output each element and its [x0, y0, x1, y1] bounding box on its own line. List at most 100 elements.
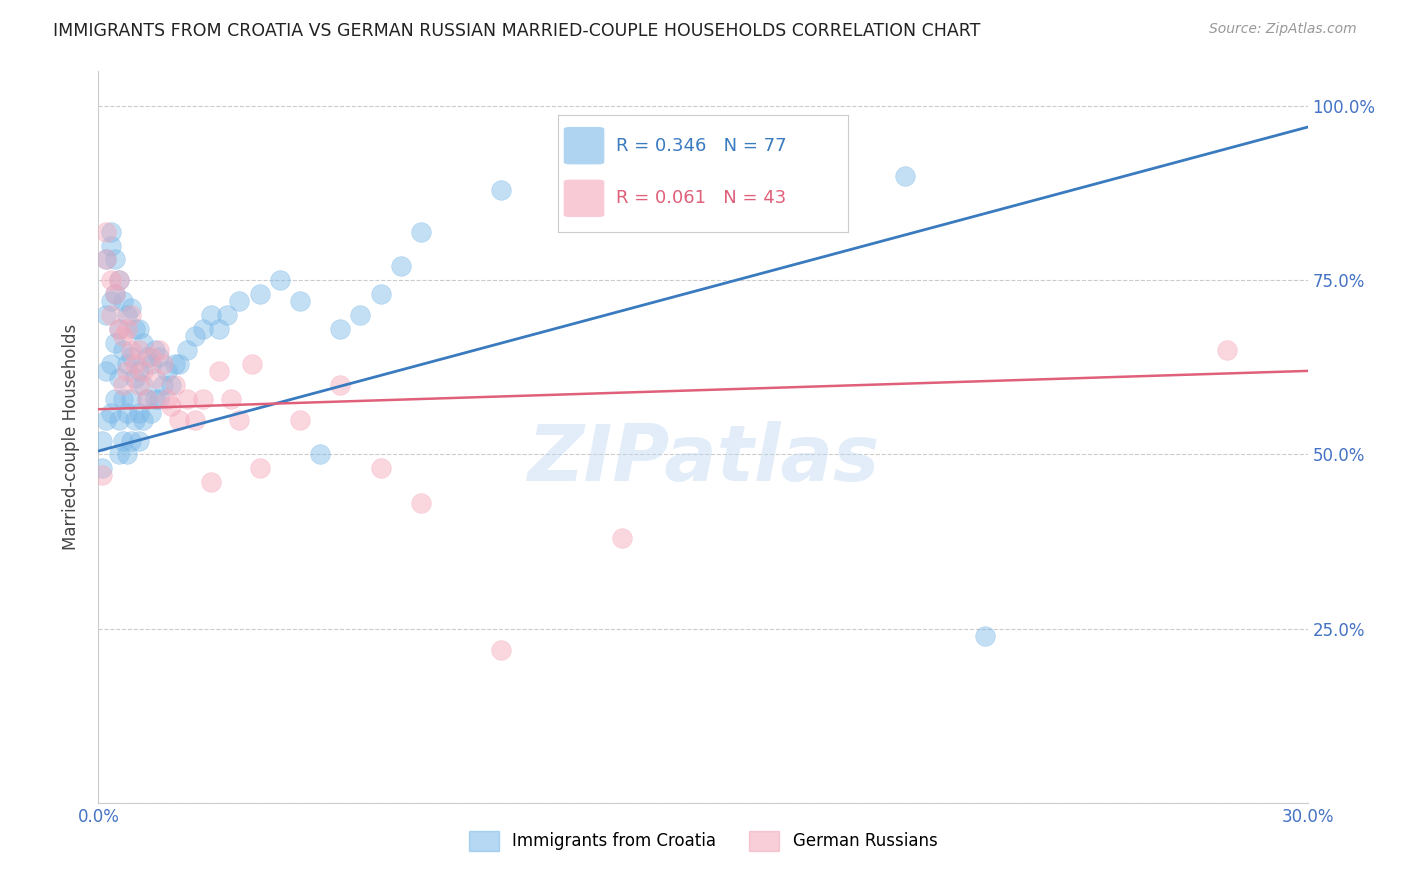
Point: [163, 357, 186, 371]
Point: [135, 392, 157, 406]
Point: [103, 392, 125, 406]
Point: [156, 364, 179, 378]
Point: [309, 448, 332, 462]
Point: [107, 412, 129, 426]
Point: [107, 322, 129, 336]
Point: [193, 392, 215, 406]
Point: [128, 406, 150, 420]
Point: [111, 294, 134, 309]
Point: [111, 377, 134, 392]
Point: [143, 371, 166, 385]
Point: [160, 377, 183, 392]
Point: [124, 371, 146, 385]
Point: [100, 294, 122, 309]
Point: [103, 252, 125, 267]
Point: [692, 183, 714, 197]
Point: [115, 308, 138, 322]
Point: [128, 434, 150, 448]
Point: [163, 377, 186, 392]
Point: [612, 531, 634, 545]
Text: IMMIGRANTS FROM CROATIA VS GERMAN RUSSIAN MARRIED-COUPLE HOUSEHOLDS CORRELATION : IMMIGRANTS FROM CROATIA VS GERMAN RUSSIA…: [53, 22, 981, 40]
Point: [107, 322, 129, 336]
Point: [176, 392, 198, 406]
Point: [107, 448, 129, 462]
Point: [132, 364, 155, 378]
Point: [107, 273, 129, 287]
Point: [132, 377, 155, 392]
Point: [184, 412, 207, 426]
Point: [91, 461, 114, 475]
Text: Source: ZipAtlas.com: Source: ZipAtlas.com: [1209, 22, 1357, 37]
Point: [269, 273, 291, 287]
Point: [132, 336, 155, 351]
Point: [111, 392, 134, 406]
Point: [370, 461, 392, 475]
Legend: Immigrants from Croatia, German Russians: Immigrants from Croatia, German Russians: [463, 824, 943, 858]
Point: [249, 461, 271, 475]
Point: [156, 392, 179, 406]
Point: [893, 169, 915, 183]
Point: [139, 350, 162, 364]
Point: [249, 287, 271, 301]
Point: [200, 308, 222, 322]
Point: [124, 412, 146, 426]
Point: [91, 468, 114, 483]
Point: [148, 350, 170, 364]
Point: [370, 287, 392, 301]
Point: [143, 392, 166, 406]
Point: [100, 406, 122, 420]
Point: [103, 287, 125, 301]
Point: [111, 343, 134, 357]
Point: [100, 225, 122, 239]
Point: [148, 392, 170, 406]
Point: [107, 273, 129, 287]
Point: [120, 343, 142, 357]
Point: [100, 308, 122, 322]
Point: [813, 134, 835, 148]
Point: [100, 357, 122, 371]
Point: [120, 301, 142, 316]
Point: [132, 412, 155, 426]
Point: [120, 350, 142, 364]
Point: [115, 406, 138, 420]
Point: [96, 252, 118, 267]
Point: [389, 260, 412, 274]
Point: [128, 322, 150, 336]
Point: [96, 225, 118, 239]
Point: [208, 322, 231, 336]
Point: [349, 308, 371, 322]
Point: [139, 406, 162, 420]
Point: [208, 364, 231, 378]
Point: [139, 357, 162, 371]
Point: [221, 392, 243, 406]
Point: [107, 371, 129, 385]
Point: [100, 273, 122, 287]
Point: [288, 412, 311, 426]
Point: [96, 308, 118, 322]
Point: [96, 252, 118, 267]
Point: [96, 412, 118, 426]
Point: [120, 308, 142, 322]
Point: [120, 434, 142, 448]
Point: [111, 329, 134, 343]
Point: [152, 377, 174, 392]
Point: [96, 364, 118, 378]
Point: [143, 343, 166, 357]
Point: [135, 392, 157, 406]
Point: [974, 629, 997, 643]
Point: [160, 399, 183, 413]
Point: [329, 322, 352, 336]
Point: [120, 392, 142, 406]
Point: [103, 287, 125, 301]
Point: [148, 343, 170, 357]
Point: [115, 448, 138, 462]
Point: [184, 329, 207, 343]
Point: [228, 294, 250, 309]
Y-axis label: Married-couple Households: Married-couple Households: [62, 324, 80, 550]
Point: [1216, 343, 1239, 357]
Point: [240, 357, 263, 371]
Point: [409, 225, 432, 239]
Point: [103, 336, 125, 351]
Point: [115, 364, 138, 378]
Point: [167, 412, 190, 426]
